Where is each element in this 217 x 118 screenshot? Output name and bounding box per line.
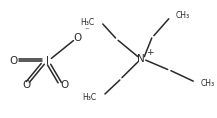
Text: H₃C: H₃C bbox=[80, 18, 94, 27]
Text: I: I bbox=[46, 56, 49, 66]
Text: O: O bbox=[73, 33, 81, 43]
Text: CH₃: CH₃ bbox=[176, 11, 190, 20]
Text: ⁻: ⁻ bbox=[84, 27, 89, 36]
Text: N: N bbox=[137, 54, 145, 64]
Text: H₃C: H₃C bbox=[82, 93, 96, 102]
Text: CH₃: CH₃ bbox=[201, 79, 215, 88]
Text: O: O bbox=[9, 56, 18, 66]
Text: O: O bbox=[22, 80, 30, 90]
Text: +: + bbox=[146, 48, 153, 57]
Text: O: O bbox=[60, 80, 69, 90]
